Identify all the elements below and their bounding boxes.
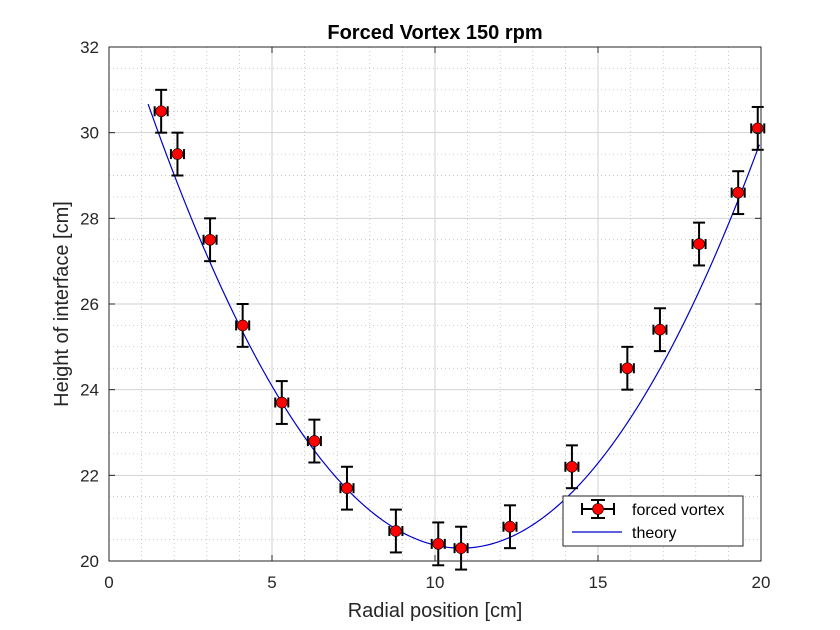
y-tick-label: 24 bbox=[80, 381, 99, 400]
data-point-marker bbox=[204, 233, 216, 246]
data-point-marker bbox=[308, 435, 321, 447]
data-point-group bbox=[388, 508, 404, 554]
data-point-group bbox=[274, 380, 290, 425]
data-point-marker bbox=[341, 482, 353, 494]
x-tick-label: 0 bbox=[104, 573, 113, 592]
data-point-group bbox=[730, 170, 746, 216]
y-tick-label: 26 bbox=[80, 295, 99, 314]
data-point-marker bbox=[275, 396, 288, 409]
chart-title: Forced Vortex 150 rpm bbox=[327, 22, 542, 44]
data-point-group bbox=[453, 525, 469, 571]
data-point-marker bbox=[432, 538, 445, 550]
legend-marker-forced-vortex bbox=[581, 499, 615, 519]
data-point-marker bbox=[390, 525, 402, 537]
data-point-group bbox=[306, 418, 322, 464]
data-point-group bbox=[202, 217, 218, 263]
data-point-marker bbox=[236, 319, 249, 332]
data-point-marker bbox=[171, 148, 184, 160]
data-point-marker bbox=[155, 105, 167, 118]
legend: forced vortex theory bbox=[562, 495, 744, 547]
x-tick-label: 20 bbox=[752, 573, 771, 592]
x-tick-label: 5 bbox=[267, 573, 276, 592]
data-point-marker bbox=[732, 186, 744, 199]
data-point-group bbox=[691, 221, 707, 267]
x-tick-label: 10 bbox=[426, 573, 445, 592]
legend-label-theory: theory bbox=[632, 525, 676, 542]
y-tick-label: 32 bbox=[80, 38, 99, 57]
legend-label-forced-vortex: forced vortex bbox=[632, 502, 724, 519]
y-tick-label: 22 bbox=[80, 466, 99, 485]
y-axis-ticks: 20 22 24 26 28 30 32 bbox=[80, 38, 761, 571]
data-point-group bbox=[750, 105, 766, 151]
y-axis-label: Height of interface [cm] bbox=[51, 201, 73, 407]
data-point-marker bbox=[751, 122, 764, 135]
data-points-layer bbox=[153, 88, 766, 571]
data-point-group bbox=[619, 345, 635, 391]
y-tick-label: 30 bbox=[80, 124, 99, 143]
data-point-group bbox=[169, 131, 185, 177]
x-axis-ticks: 0 5 10 15 20 bbox=[104, 47, 770, 592]
x-tick-label: 15 bbox=[589, 573, 608, 592]
data-point-marker bbox=[566, 460, 578, 473]
data-point-group bbox=[430, 521, 446, 567]
data-point-group bbox=[153, 88, 169, 134]
data-point-marker bbox=[654, 323, 666, 336]
data-point-group bbox=[235, 303, 251, 348]
data-point-group bbox=[502, 504, 518, 550]
legend-box bbox=[562, 495, 744, 547]
data-point-group bbox=[339, 465, 355, 511]
data-point-marker bbox=[455, 542, 467, 554]
data-point-group bbox=[652, 307, 668, 353]
y-tick-label: 28 bbox=[80, 209, 99, 228]
data-point-marker bbox=[693, 238, 705, 250]
data-point-marker bbox=[621, 362, 634, 375]
y-tick-label: 20 bbox=[80, 552, 99, 571]
data-point-marker bbox=[504, 520, 516, 533]
x-axis-label: Radial position [cm] bbox=[348, 600, 523, 622]
data-point-group bbox=[564, 444, 580, 490]
